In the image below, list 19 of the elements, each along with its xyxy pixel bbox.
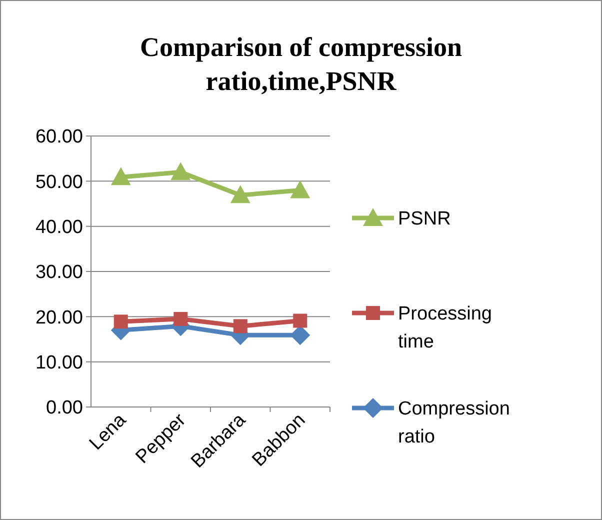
point — [174, 312, 188, 326]
y-tick-label: 50.00 — [35, 172, 83, 193]
y-tick-label: 30.00 — [35, 262, 83, 284]
point — [290, 180, 310, 198]
legend-label: Compression ratio — [398, 398, 510, 448]
y-tick-label: 20.00 — [35, 307, 83, 328]
chart-title: Comparison of compression ratio,time,PSNR — [140, 32, 462, 96]
point — [170, 162, 191, 180]
point — [110, 167, 131, 186]
point — [293, 314, 308, 328]
y-tick-label: 40.00 — [35, 216, 83, 238]
legend-label: PSNR — [398, 208, 451, 230]
legend-label: Processing time — [398, 304, 492, 353]
y-tick-label: 10.00 — [35, 352, 83, 374]
point — [230, 185, 250, 204]
y-tick-label: 0.00 — [46, 398, 83, 419]
y-tick-label: 60.00 — [35, 126, 83, 148]
point — [114, 314, 128, 329]
point — [233, 319, 248, 334]
